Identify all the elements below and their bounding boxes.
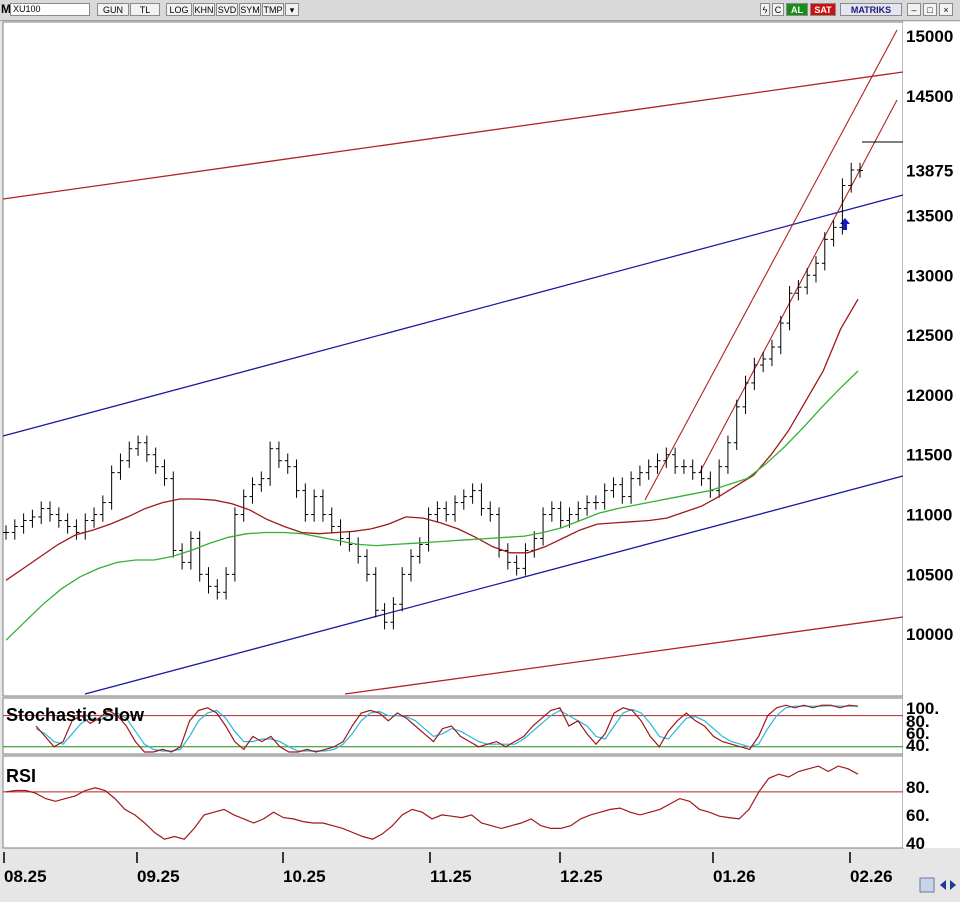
dropdown-icon[interactable]: ▾ (285, 3, 299, 16)
stochastic-k-line (35, 704, 859, 753)
menu-label[interactable]: M (1, 2, 11, 16)
khn-button[interactable]: KHN (193, 3, 215, 16)
x-tick-label: 10.25 (283, 867, 326, 886)
sym-button[interactable]: SYM (239, 3, 261, 16)
x-tick-label: 02.26 (850, 867, 893, 886)
channel-upper-line (644, 29, 898, 501)
x-tick-label: 12.25 (560, 867, 603, 886)
stochastic-title: Stochastic,Slow (6, 705, 145, 725)
x-tick-label: 11.25 (430, 867, 472, 886)
price-y-axis: 15000 14500 13875 13500 13000 12500 12000 11500… (906, 27, 953, 644)
lightning-icon[interactable]: ϟ (760, 3, 770, 16)
price-tick-label: 11500 (906, 446, 952, 465)
scroll-right-icon[interactable] (950, 880, 956, 890)
lower-blue-trendline (84, 475, 904, 695)
maximize-icon[interactable]: □ (923, 3, 937, 16)
refresh-button[interactable]: C (772, 3, 784, 16)
x-tick-label: 01.26 (713, 867, 756, 886)
price-tick-label: 15000 (906, 27, 953, 46)
upper-blue-trendline (2, 194, 904, 437)
rsi-tick-40: 40 (906, 834, 925, 853)
brand-label: MATRIKS (840, 3, 902, 16)
log-button[interactable]: LOG (166, 3, 192, 16)
stoch-tick-40: 40. (906, 736, 930, 755)
price-bars (3, 162, 863, 630)
price-tick-label: 12500 (906, 326, 953, 345)
stoch-tick-60: 60. (906, 724, 930, 743)
lower-red-trendline (344, 616, 904, 695)
chart-toolbar: M XU100 GUN TL LOG KHN SVD SYM TMP ▾ ϟ C… (0, 0, 960, 21)
svd-button[interactable]: SVD (216, 3, 238, 16)
sell-button[interactable]: SAT (810, 3, 836, 16)
stoch-tick-100: 100. (906, 699, 939, 718)
price-tick-label: 12000 (906, 386, 953, 405)
currency-button[interactable]: TL (130, 3, 160, 16)
x-axis: 08.25 09.25 10.25 11.25 12.25 01.26 02.26 (3, 852, 893, 886)
x-axis-area (0, 850, 960, 902)
y-axis-area (903, 22, 960, 848)
rsi-title: RSI (6, 766, 36, 786)
rsi-panel (2, 755, 904, 849)
price-tick-label: 11000 (906, 506, 952, 525)
rsi-line (5, 765, 859, 840)
x-tick-label: 09.25 (137, 867, 180, 886)
scroll-left-icon[interactable] (940, 880, 946, 890)
moving-average-red (5, 298, 859, 581)
scroll-controls[interactable] (919, 877, 956, 893)
minimize-icon[interactable]: – (907, 3, 921, 16)
rsi-tick-80: 80. (906, 778, 930, 797)
price-tick-label: 14500 (906, 87, 953, 106)
moving-average-green (5, 370, 859, 641)
price-tick-label: 10500 (906, 565, 953, 584)
period-button[interactable]: GUN (97, 3, 129, 16)
chart-area: Stochastic,Slow RSI 15000 14500 13875 13500… (0, 21, 960, 902)
tmp-button[interactable]: TMP (262, 3, 284, 16)
buy-button[interactable]: AL (786, 3, 808, 16)
close-icon[interactable]: × (939, 3, 953, 16)
upper-red-trendline (2, 71, 904, 200)
rsi-tick-60: 60. (906, 806, 930, 825)
price-tick-label: 13000 (906, 266, 953, 285)
price-tick-label: 10000 (906, 625, 953, 644)
symbol-field[interactable]: XU100 (10, 3, 90, 16)
stoch-tick-80: 80. (906, 712, 930, 731)
price-panel (2, 21, 904, 697)
price-tick-label: 13875 (906, 162, 953, 181)
x-tick-label: 08.25 (4, 867, 47, 886)
zoom-icon[interactable] (919, 877, 935, 893)
price-tick-label: 13500 (906, 206, 953, 225)
